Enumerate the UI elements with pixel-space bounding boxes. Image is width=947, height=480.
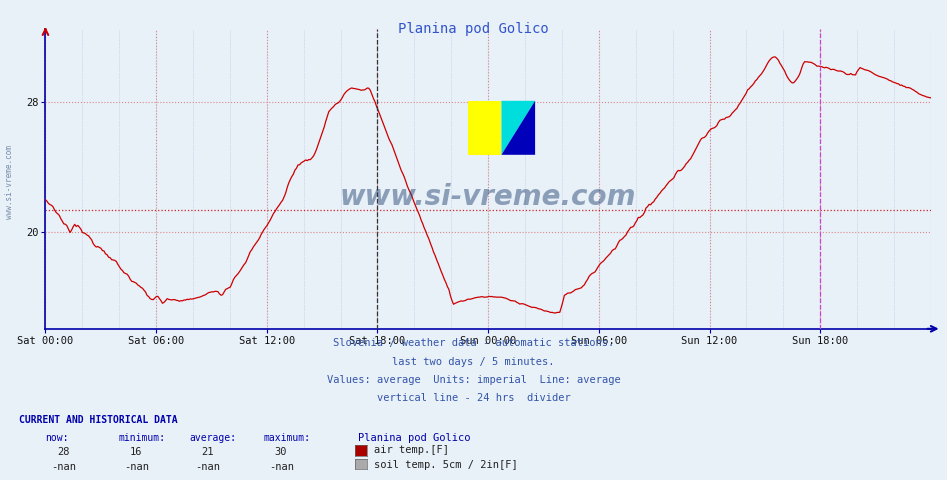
- Text: now:: now:: [45, 433, 69, 443]
- Text: Values: average  Units: imperial  Line: average: Values: average Units: imperial Line: av…: [327, 375, 620, 385]
- Text: CURRENT AND HISTORICAL DATA: CURRENT AND HISTORICAL DATA: [19, 415, 178, 425]
- Text: average:: average:: [189, 433, 237, 443]
- Text: www.si-vreme.com: www.si-vreme.com: [5, 145, 14, 219]
- Text: -nan: -nan: [124, 462, 149, 472]
- Text: www.si-vreme.com: www.si-vreme.com: [340, 183, 636, 211]
- Text: vertical line - 24 hrs  divider: vertical line - 24 hrs divider: [377, 393, 570, 403]
- Text: 21: 21: [201, 447, 213, 457]
- Text: soil temp. 5cm / 2in[F]: soil temp. 5cm / 2in[F]: [374, 460, 518, 470]
- Text: minimum:: minimum:: [118, 433, 166, 443]
- Text: air temp.[F]: air temp.[F]: [374, 445, 449, 456]
- Text: Slovenia / weather data - automatic stations.: Slovenia / weather data - automatic stat…: [333, 338, 614, 348]
- Text: 16: 16: [130, 447, 142, 457]
- Polygon shape: [502, 101, 535, 155]
- Text: last two days / 5 minutes.: last two days / 5 minutes.: [392, 357, 555, 367]
- Polygon shape: [502, 101, 535, 155]
- Text: -nan: -nan: [51, 462, 76, 472]
- Text: Planina pod Golico: Planina pod Golico: [398, 22, 549, 36]
- Text: 30: 30: [275, 447, 287, 457]
- Text: 28: 28: [57, 447, 69, 457]
- Text: maximum:: maximum:: [263, 433, 311, 443]
- Text: Planina pod Golico: Planina pod Golico: [358, 433, 471, 443]
- Text: -nan: -nan: [195, 462, 220, 472]
- Text: -nan: -nan: [269, 462, 294, 472]
- FancyBboxPatch shape: [468, 101, 502, 155]
